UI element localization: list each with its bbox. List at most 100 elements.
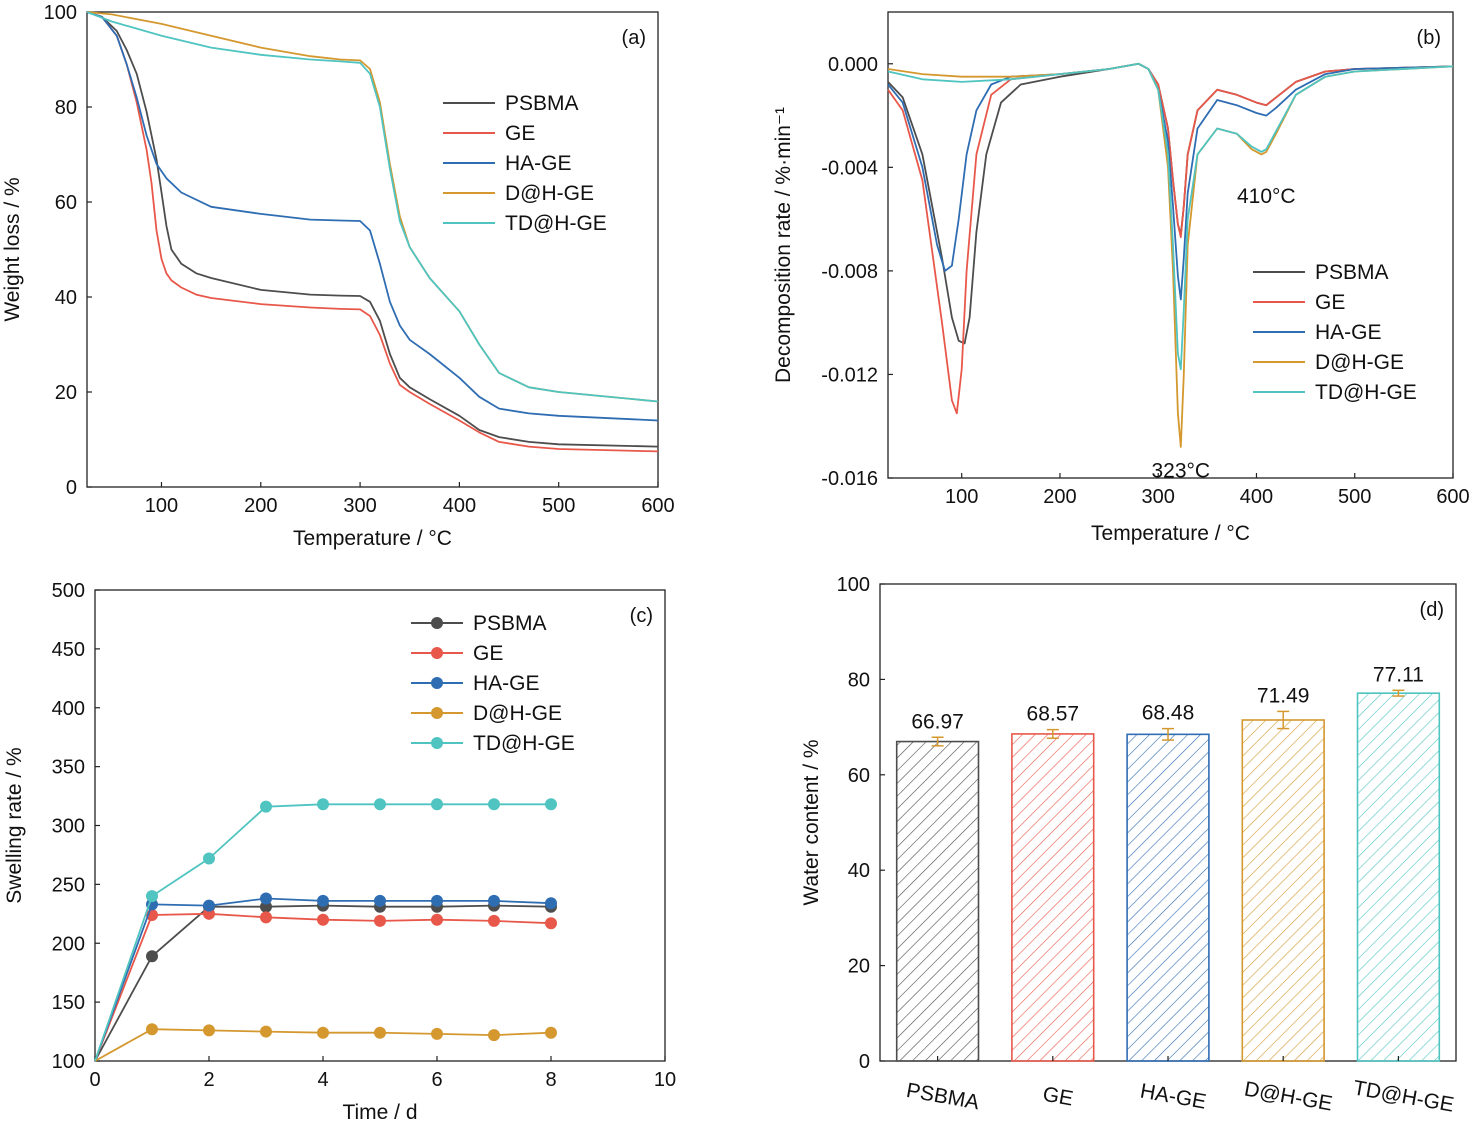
x-tick-label: 100	[145, 495, 178, 517]
x-tick-label: 400	[1240, 486, 1273, 508]
data-point-d-h-ge	[545, 1026, 557, 1039]
legend-label-ha-ge: HA-GE	[473, 672, 540, 695]
y-tick-label: 100	[837, 574, 870, 596]
data-point-ge	[317, 913, 329, 926]
legend-label-td-h-ge: TD@H-GE	[505, 212, 607, 235]
legend-label-ge: GE	[505, 122, 535, 145]
panel-label: (c)	[630, 605, 653, 627]
y-axis-label: Swelling rate / %	[3, 747, 26, 903]
legend-label-d-h-ge: D@H-GE	[1315, 351, 1404, 374]
y-tick-label: 0	[66, 477, 77, 499]
x-tick-label: 4	[317, 1069, 328, 1091]
legend-label-td-h-ge: TD@H-GE	[473, 732, 575, 755]
legend-marker-ge	[431, 647, 443, 659]
bar-value-label: 77.11	[1373, 663, 1424, 686]
y-tick-label: 450	[52, 639, 85, 661]
y-tick-label: 300	[52, 816, 85, 838]
x-tick-label: 200	[244, 495, 277, 517]
x-tick-label: 600	[1436, 486, 1469, 508]
y-tick-label: -0.008	[821, 261, 878, 283]
data-point-ha-ge	[545, 897, 557, 910]
series-line-td-h-ge	[86, 11, 659, 403]
y-axis-label: Decomposition rate / %·min⁻¹	[772, 107, 795, 383]
legend-label-psbma: PSBMA	[1315, 261, 1389, 284]
data-point-ge	[260, 911, 272, 924]
x-tick-label: 2	[203, 1069, 214, 1091]
legend-marker-td-h-ge	[431, 737, 443, 749]
legend-marker-d-h-ge	[431, 707, 443, 719]
x-tick-label: 8	[545, 1069, 556, 1091]
data-point-td-h-ge	[488, 798, 500, 811]
y-tick-label: 250	[52, 874, 85, 896]
data-point-ha-ge	[374, 894, 386, 907]
legend-marker-ha-ge	[431, 677, 443, 689]
y-tick-label: 0	[859, 1051, 870, 1073]
legend-label-ha-ge: HA-GE	[505, 152, 572, 175]
y-tick-label: 100	[44, 2, 77, 24]
data-point-td-h-ge	[431, 798, 443, 811]
x-tick-label: 10	[654, 1069, 676, 1091]
x-axis-label: Temperature / °C	[1091, 522, 1250, 545]
y-tick-label: 500	[52, 580, 85, 602]
x-tick-label: 0	[89, 1069, 100, 1091]
panel-a-weight-loss: 100 200 300 400 500 600 0 20 40 60 80 100 Temperatur…	[1, 2, 675, 550]
series-line-ge	[94, 912, 552, 1062]
y-tick-label: -0.004	[821, 157, 878, 179]
data-point-ge	[374, 914, 386, 927]
panel-label: (d)	[1420, 599, 1444, 621]
plot-frame	[94, 589, 666, 1062]
y-tick-label: 60	[55, 192, 77, 214]
x-tick-label: 500	[542, 495, 575, 517]
data-point-ha-ge	[488, 894, 500, 907]
y-axis-label: Weight loss / %	[1, 177, 24, 321]
data-point-d-h-ge	[431, 1027, 443, 1040]
data-point-td-h-ge	[374, 798, 386, 811]
y-tick-label: 40	[848, 860, 870, 882]
legend-label-psbma: PSBMA	[473, 612, 547, 635]
data-point-d-h-ge	[374, 1026, 386, 1039]
data-point-td-h-ge	[317, 798, 329, 811]
y-tick-label: 60	[848, 765, 870, 787]
x-tick-label: 100	[945, 486, 978, 508]
y-tick-label: 200	[52, 933, 85, 955]
data-point-psbma	[260, 900, 272, 913]
bar-d-h-ge	[1241, 719, 1325, 1062]
bar-td-h-ge	[1356, 692, 1441, 1062]
x-tick-label: 300	[1142, 486, 1175, 508]
data-point-ge	[488, 914, 500, 927]
series-line-td-h-ge	[887, 62, 1454, 371]
data-point-d-h-ge	[488, 1029, 500, 1042]
y-tick-label: 20	[848, 956, 870, 978]
data-point-td-h-ge	[260, 800, 272, 813]
bar-value-label: 66.97	[911, 710, 964, 733]
series-line-td-h-ge	[94, 803, 551, 1062]
y-axis-label: Water content / %	[800, 739, 823, 905]
peak-annotation: 323°C	[1152, 459, 1211, 482]
legend-label-ha-ge: HA-GE	[1315, 321, 1382, 344]
data-point-d-h-ge	[146, 1023, 158, 1036]
legend-label-td-h-ge: TD@H-GE	[1315, 381, 1417, 404]
data-point-d-h-ge	[317, 1026, 329, 1039]
y-tick-label: 350	[52, 757, 85, 779]
series-line-ha-ge	[86, 11, 659, 422]
series-line-d-h-ge	[86, 11, 659, 403]
bar-value-label: 68.48	[1142, 702, 1195, 725]
x-category-label: TD@H-GE	[1351, 1076, 1455, 1116]
y-tick-label: 0.000	[828, 54, 878, 76]
y-tick-label: 80	[848, 669, 870, 691]
bar-psbma	[895, 740, 980, 1062]
y-tick-label: 40	[55, 287, 77, 309]
x-tick-label: 600	[641, 495, 674, 517]
data-point-ha-ge	[260, 892, 272, 905]
x-tick-label: 300	[343, 495, 376, 517]
data-point-ha-ge	[203, 899, 215, 912]
panel-label: (b)	[1417, 27, 1441, 49]
series-line-ge	[86, 11, 659, 453]
data-point-ge	[431, 913, 443, 926]
series-line-psbma	[86, 11, 659, 448]
bar-value-label: 68.57	[1027, 703, 1080, 726]
x-tick-label: 6	[431, 1069, 442, 1091]
data-point-td-h-ge	[146, 890, 158, 903]
legend-label-ge: GE	[473, 642, 503, 665]
